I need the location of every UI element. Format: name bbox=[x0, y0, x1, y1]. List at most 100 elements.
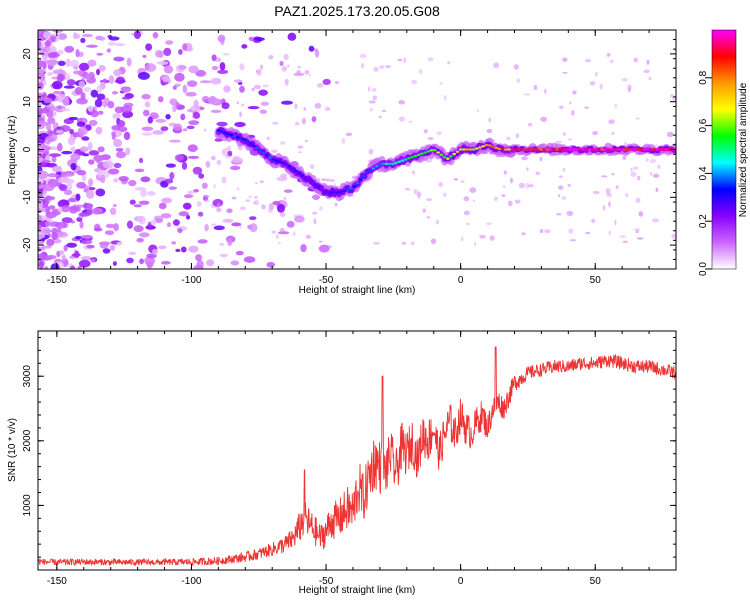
spectrogram-x-tick-label: -100 bbox=[181, 275, 201, 286]
spectrogram-noise-cell bbox=[213, 184, 216, 189]
spectrogram-noise-cell bbox=[210, 109, 222, 113]
spectrogram-noise-cell bbox=[102, 101, 108, 108]
spectrogram-noise-cell bbox=[81, 33, 94, 38]
spectrogram-ridge-peak bbox=[336, 191, 340, 194]
spectrogram-noise-cell bbox=[188, 65, 199, 74]
spectrogram-noise-cell bbox=[182, 84, 188, 94]
spectrogram-noise-cell bbox=[129, 199, 136, 205]
spectrogram-noise-cell bbox=[217, 69, 229, 74]
spectrogram-noise-cell bbox=[460, 236, 464, 242]
spectrogram-noise-cell bbox=[568, 138, 573, 141]
spectrogram-noise-cell bbox=[222, 53, 230, 56]
spectrogram-noise-cell bbox=[174, 72, 185, 82]
spectrogram-ridge-peak bbox=[361, 175, 366, 178]
spectrogram-noise-cell bbox=[562, 167, 566, 172]
spectrogram-noise-cell bbox=[47, 117, 56, 125]
spectrogram-noise-cell bbox=[653, 173, 660, 179]
spectrogram-noise-cell bbox=[201, 95, 210, 103]
spectrogram-noise-cell bbox=[113, 69, 122, 77]
spectrogram-ridge-peak bbox=[219, 130, 224, 133]
spectrogram-noise-cell bbox=[192, 166, 203, 175]
spectrogram-noise-cell bbox=[112, 113, 122, 120]
spectrogram-noise-cell bbox=[38, 149, 43, 153]
spectrogram-noise-cell bbox=[439, 82, 443, 85]
spectrogram-y-tick-label: 20 bbox=[22, 48, 33, 60]
spectrogram-noise-cell bbox=[90, 89, 99, 98]
spectrogram-noise-cell bbox=[621, 77, 628, 82]
spectrogram-noise-cell bbox=[221, 176, 227, 184]
spectrogram-ridge-peak bbox=[504, 148, 508, 151]
spectrogram-noise-cell bbox=[63, 173, 75, 177]
spectrogram-noise-cell bbox=[43, 97, 53, 104]
spectrogram-noise-cell bbox=[74, 250, 80, 259]
spectrogram-noise-cell bbox=[298, 151, 303, 154]
spectrogram-ridge-peak bbox=[235, 136, 240, 139]
spectrogram-noise-cell bbox=[671, 233, 676, 239]
spectrogram-noise-cell bbox=[163, 65, 174, 74]
spectrogram-noise-cell bbox=[611, 131, 615, 136]
spectrogram-ridge-peak bbox=[394, 161, 398, 165]
spectrogram-noise-cell bbox=[453, 177, 459, 181]
spectrogram-noise-cell bbox=[99, 36, 106, 41]
spectrogram-noise-cell bbox=[253, 84, 261, 90]
spectrogram-noise-cell bbox=[281, 66, 288, 72]
spectrogram-noise-cell bbox=[187, 155, 200, 159]
spectrogram-noise-cell bbox=[63, 85, 75, 89]
spectrogram-ridge-peak bbox=[303, 176, 308, 180]
spectrogram-noise-cell bbox=[137, 71, 150, 80]
spectrogram-noise-cell bbox=[74, 33, 81, 39]
spectrogram-noise-cell bbox=[239, 85, 245, 93]
spectrogram-noise-cell bbox=[57, 60, 66, 67]
spectrogram-noise-cell bbox=[485, 222, 493, 225]
spectrogram-noise-cell bbox=[44, 40, 51, 48]
spectrogram-noise-cell bbox=[172, 85, 177, 90]
spectrogram-noise-cell bbox=[373, 66, 379, 72]
spectrogram-noise-cell bbox=[360, 62, 365, 69]
spectrogram-noise-cell bbox=[333, 183, 336, 187]
spectrogram-noise-cell bbox=[283, 196, 287, 201]
spectrogram-noise-cell bbox=[42, 145, 52, 151]
spectrogram-ridge-peak bbox=[242, 138, 247, 141]
spectrogram-noise-cell bbox=[373, 241, 380, 245]
spectrogram-noise-cell bbox=[214, 138, 223, 142]
spectrogram-noise-cell bbox=[503, 170, 508, 175]
spectrogram-noise-cell bbox=[195, 254, 202, 262]
spectrogram-noise-cell bbox=[486, 128, 493, 134]
spectrogram-noise-cell bbox=[418, 68, 423, 74]
spectrogram-noise-cell bbox=[183, 194, 194, 199]
spectrogram-noise-cell bbox=[297, 66, 301, 69]
spectrogram-noise-cell bbox=[643, 69, 650, 74]
spectrogram-y-ticks: -20 -10 0 10 20 bbox=[22, 29, 676, 270]
spectrogram-noise-cell bbox=[216, 202, 221, 208]
spectrogram-noise-cell bbox=[286, 220, 295, 228]
spectrogram-noise-cell bbox=[155, 50, 163, 58]
spectrogram-noise-cell bbox=[272, 121, 279, 125]
spectrogram-noise-cell bbox=[97, 146, 105, 153]
spectrogram-noise-cell bbox=[66, 242, 78, 248]
spectrogram-noise-cell bbox=[61, 205, 71, 213]
spectrogram-ridge-peak bbox=[229, 133, 234, 137]
spectrogram-ridge-peak bbox=[523, 148, 528, 151]
spectrogram-noise-cell bbox=[76, 170, 87, 176]
snr-y-tick-label: 2000 bbox=[22, 429, 33, 452]
spectrogram-noise-cell bbox=[43, 59, 56, 64]
spectrogram-noise-cell bbox=[203, 128, 207, 132]
spectrogram-noise-cell bbox=[216, 121, 228, 127]
spectrogram-noise-cell bbox=[133, 30, 141, 40]
snr-x-label: Height of straight line (km) bbox=[299, 585, 416, 596]
spectrogram-noise-cell bbox=[567, 184, 571, 187]
spectrogram-noise-cell bbox=[276, 203, 286, 213]
spectrogram-noise-cell bbox=[182, 43, 188, 51]
spectrogram-noise-cell bbox=[122, 110, 134, 119]
spectrogram-ridge-peak bbox=[248, 142, 253, 145]
spectrogram-noise-cell bbox=[239, 111, 242, 118]
spectrogram-noise-cell bbox=[141, 94, 151, 100]
spectrogram-noise-cell bbox=[38, 101, 43, 107]
spectrogram-noise-cell bbox=[227, 150, 233, 157]
spectrogram-noise-cell bbox=[174, 154, 184, 162]
spectrogram-noise-cell bbox=[294, 215, 305, 223]
spectrogram-noise-cell bbox=[296, 69, 301, 74]
spectrogram-noise-cell bbox=[232, 155, 240, 160]
spectrogram-noise-cell bbox=[666, 131, 674, 138]
spectrogram-noise-cell bbox=[254, 195, 258, 199]
